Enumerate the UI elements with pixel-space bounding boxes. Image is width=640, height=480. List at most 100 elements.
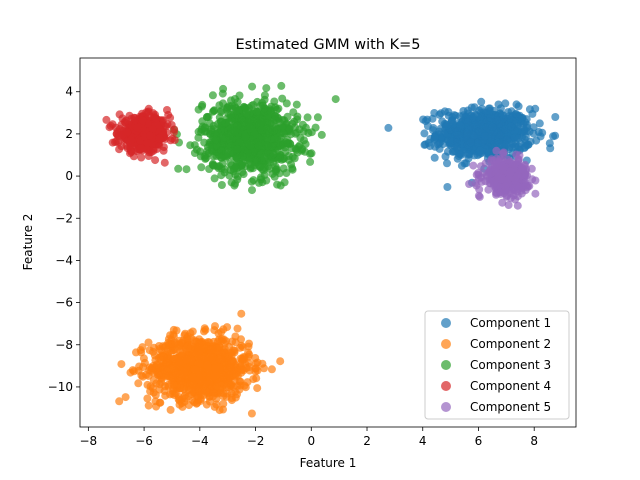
- data-point: [270, 97, 279, 106]
- data-point: [227, 147, 236, 156]
- data-point: [283, 112, 292, 121]
- data-point: [219, 399, 228, 408]
- data-point: [117, 120, 126, 129]
- data-point: [514, 142, 523, 151]
- data-point: [549, 132, 558, 141]
- legend-label: Component 5: [470, 400, 551, 414]
- data-point: [260, 364, 268, 373]
- data-point: [197, 102, 206, 111]
- legend-label: Component 1: [470, 316, 551, 330]
- data-point: [527, 164, 536, 173]
- data-point: [523, 120, 531, 129]
- data-point: [241, 383, 250, 392]
- data-point: [155, 380, 164, 389]
- data-point: [384, 123, 393, 132]
- data-point: [210, 326, 219, 335]
- legend-item-5: Component 5: [441, 400, 551, 414]
- series-2-points: [115, 309, 285, 418]
- data-point: [313, 113, 322, 122]
- data-point: [163, 106, 171, 114]
- data-point: [122, 127, 131, 136]
- data-point: [475, 192, 484, 201]
- data-point: [299, 127, 308, 136]
- data-point: [498, 198, 507, 207]
- x-tick-label: −4: [191, 434, 209, 448]
- data-point: [260, 163, 269, 172]
- data-point: [249, 375, 258, 384]
- data-point: [149, 376, 158, 385]
- data-point: [180, 367, 189, 376]
- data-point: [441, 152, 450, 161]
- data-point: [514, 155, 523, 164]
- data-point: [211, 130, 220, 139]
- data-point: [191, 365, 200, 374]
- data-point: [217, 117, 226, 126]
- data-point: [146, 131, 154, 140]
- data-point: [174, 164, 183, 173]
- data-point: [177, 395, 186, 404]
- data-point: [115, 110, 124, 119]
- data-point: [241, 132, 250, 141]
- data-point: [457, 161, 466, 170]
- data-point: [137, 348, 146, 357]
- data-point: [162, 372, 171, 381]
- data-point: [500, 140, 509, 149]
- data-point: [278, 94, 287, 103]
- data-point: [247, 177, 256, 186]
- legend-label: Component 2: [470, 337, 551, 351]
- data-point: [237, 365, 246, 374]
- data-point: [282, 169, 291, 177]
- data-point: [213, 162, 222, 171]
- data-point: [538, 128, 547, 137]
- data-point: [231, 179, 240, 188]
- data-point: [228, 114, 236, 123]
- data-point: [143, 139, 152, 148]
- data-point: [137, 153, 146, 162]
- data-point: [159, 353, 168, 361]
- data-point: [245, 363, 254, 371]
- data-point: [194, 353, 203, 362]
- data-point: [529, 123, 538, 132]
- data-point: [140, 358, 149, 367]
- data-point: [149, 368, 158, 377]
- data-point: [423, 115, 432, 124]
- data-point: [167, 121, 176, 129]
- data-point: [467, 103, 476, 112]
- data-point: [225, 171, 234, 180]
- data-point: [117, 360, 126, 369]
- data-point: [463, 130, 472, 139]
- series-3-points: [170, 81, 340, 195]
- data-point: [252, 107, 261, 116]
- data-point: [233, 98, 242, 107]
- data-point: [496, 130, 505, 139]
- chart-title: Estimated GMM with K=5: [236, 37, 421, 53]
- data-point: [249, 100, 258, 109]
- data-point: [331, 95, 340, 104]
- data-point: [227, 96, 235, 105]
- data-point: [211, 364, 220, 373]
- legend-marker: [441, 402, 451, 412]
- data-point: [469, 131, 478, 140]
- data-point: [172, 326, 181, 335]
- y-tick-label: −4: [55, 253, 73, 267]
- data-point: [501, 182, 510, 191]
- data-point: [531, 189, 540, 198]
- data-point: [528, 109, 537, 118]
- data-point: [513, 201, 522, 210]
- data-point: [200, 353, 209, 362]
- data-point: [546, 144, 555, 153]
- legend-item-4: Component 4: [441, 379, 551, 393]
- data-point: [204, 113, 213, 121]
- data-point: [242, 109, 251, 118]
- data-point: [457, 149, 466, 158]
- data-point: [228, 337, 237, 346]
- data-point: [272, 165, 281, 174]
- data-point: [476, 112, 485, 121]
- y-tick-label: −10: [48, 380, 73, 394]
- data-point: [253, 384, 262, 393]
- data-point: [210, 174, 219, 183]
- data-point: [435, 110, 444, 119]
- data-point: [260, 153, 269, 162]
- data-point: [102, 115, 111, 124]
